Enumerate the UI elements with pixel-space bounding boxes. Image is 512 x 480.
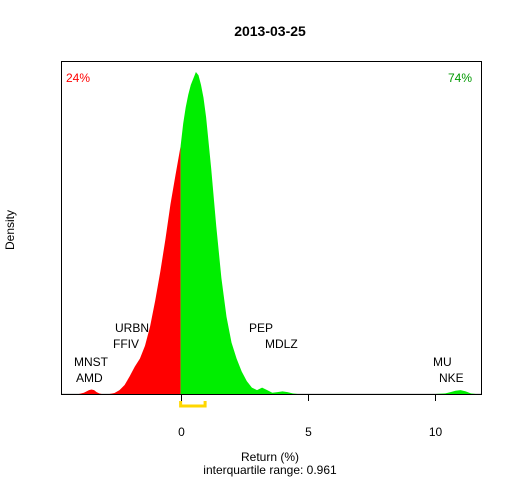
iqr-bracket bbox=[179, 401, 207, 408]
x-tick-label: 0 bbox=[178, 425, 185, 439]
y-axis-label: Density bbox=[3, 210, 17, 250]
iqr-caption: interquartile range: 0.961 bbox=[203, 463, 337, 477]
chart-title: 2013-03-25 bbox=[234, 23, 306, 39]
density-negative-area bbox=[78, 146, 181, 394]
density-positive-area bbox=[180, 72, 476, 394]
positive-share-label: 74% bbox=[448, 71, 472, 85]
x-axis-label: Return (%) bbox=[241, 450, 299, 464]
annotation-mdlz: MDLZ bbox=[265, 337, 298, 351]
annotation-urbn: URBN bbox=[115, 321, 149, 335]
x-tick-label: 10 bbox=[429, 425, 443, 439]
annotation-mnst: MNST bbox=[74, 355, 109, 369]
annotation-amd: AMD bbox=[76, 371, 103, 385]
annotation-ffiv: FFIV bbox=[113, 337, 139, 351]
annotation-pep: PEP bbox=[249, 321, 273, 335]
negative-share-label: 24% bbox=[66, 71, 90, 85]
x-axis-ticks: 0 5 10 bbox=[178, 394, 442, 439]
annotation-mu: MU bbox=[433, 355, 452, 369]
iqr-bracket-line bbox=[179, 401, 207, 408]
plot-frame bbox=[61, 61, 482, 395]
x-tick-label: 5 bbox=[305, 425, 312, 439]
annotation-nke: NKE bbox=[439, 371, 464, 385]
